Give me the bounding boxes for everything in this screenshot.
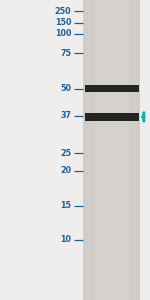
Bar [83,0,140,300]
Text: 150: 150 [55,18,71,27]
Bar [85,113,139,121]
Text: 100: 100 [55,29,71,38]
Text: 250: 250 [55,7,71,16]
Text: 25: 25 [60,148,71,158]
Text: 15: 15 [60,201,71,210]
Text: 20: 20 [60,167,71,176]
Text: 50: 50 [60,84,71,93]
Text: 75: 75 [60,49,71,58]
Text: 10: 10 [60,236,71,244]
Text: 37: 37 [60,111,71,120]
Bar [95,0,129,300]
Bar [85,85,139,92]
